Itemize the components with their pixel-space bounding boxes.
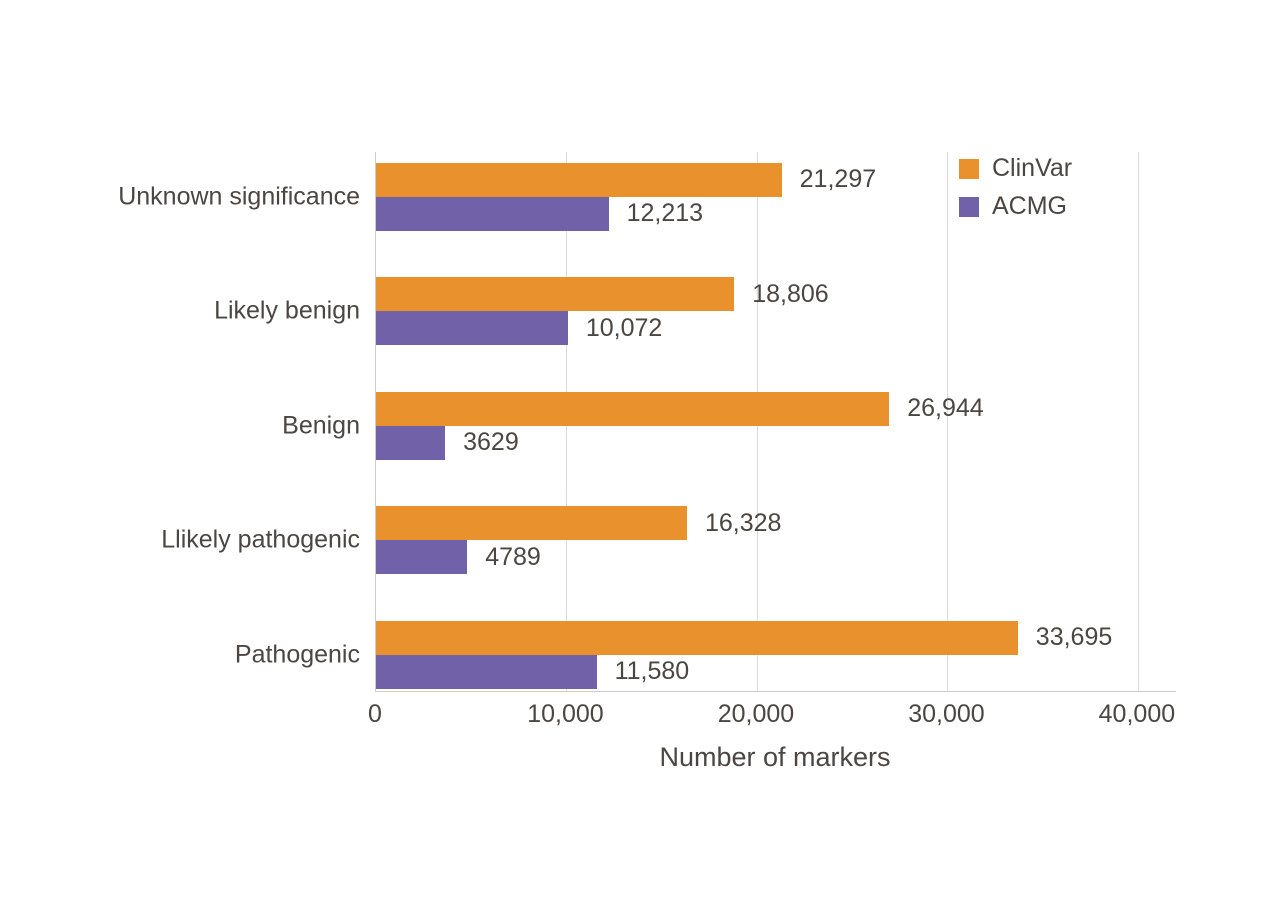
value-label: 26,944 bbox=[907, 394, 984, 422]
acmg-bar-row: 12,213 bbox=[376, 196, 1176, 231]
category-label: Likely benign bbox=[214, 296, 360, 325]
acmg-bar bbox=[376, 654, 597, 689]
clinvar-bar bbox=[376, 506, 687, 540]
category-band: Pathogenic 33,695 11,580 bbox=[235, 620, 1176, 689]
x-tick-label: 10,000 bbox=[527, 700, 604, 728]
category-band: Benign 26,944 3629 bbox=[282, 391, 1176, 460]
value-label: 10,072 bbox=[585, 313, 663, 342]
acmg-bar bbox=[376, 311, 568, 345]
x-tick-label: 30,000 bbox=[908, 700, 985, 728]
category-band: Likely benign 18,806 10,072 bbox=[214, 277, 1176, 345]
clinvar-bar bbox=[376, 162, 782, 197]
clinvar-bar bbox=[376, 391, 890, 426]
clinvar-bar-row: 21,297 bbox=[376, 162, 1176, 197]
clinvar-swatch-icon bbox=[959, 158, 979, 179]
value-label: 18,806 bbox=[752, 279, 829, 308]
legend-label-acmg: ACMG bbox=[992, 192, 1067, 220]
x-axis-title: Number of markers bbox=[659, 742, 891, 772]
category-label: Pathogenic bbox=[234, 640, 360, 668]
value-label: 21,297 bbox=[799, 165, 877, 193]
value-label: 16,328 bbox=[705, 508, 782, 537]
acmg-bar-row: 3629 bbox=[376, 425, 1176, 460]
category-label: Benign bbox=[282, 411, 360, 439]
x-tick-label: 20,000 bbox=[717, 700, 795, 728]
value-label: 12,213 bbox=[626, 199, 704, 227]
legend-label-clinvar: ClinVar bbox=[992, 154, 1073, 182]
acmg-bar-row: 4789 bbox=[376, 540, 1176, 574]
x-tick-label: 0 bbox=[368, 700, 382, 728]
value-label: 4789 bbox=[485, 542, 541, 571]
x-tick-label: 40,000 bbox=[1098, 700, 1176, 728]
value-label: 3629 bbox=[463, 428, 519, 456]
acmg-bar bbox=[376, 425, 446, 460]
gridline-40000 bbox=[1137, 152, 1139, 692]
clinvar-bar-row: 26,944 bbox=[376, 391, 1176, 426]
gridline-30000 bbox=[947, 152, 949, 692]
clinvar-bar-row: 18,806 bbox=[376, 277, 1176, 311]
x-axis-line bbox=[376, 691, 1176, 692]
x-axis-ticks: 0 10,000 20,000 30,000 40,000 bbox=[368, 700, 1176, 730]
value-label: 11,580 bbox=[614, 657, 690, 685]
clinvar-bar bbox=[376, 620, 1018, 655]
acmg-swatch-icon bbox=[959, 196, 979, 217]
clinvar-bar bbox=[376, 277, 735, 311]
legend: ClinVar ACMG bbox=[959, 154, 1072, 221]
legend-item-acmg: ACMG bbox=[959, 192, 1072, 221]
clinvar-bar-row: 33,695 bbox=[376, 620, 1176, 655]
clinvar-bar-row: 16,328 bbox=[376, 506, 1176, 540]
legend-item-clinvar: ClinVar bbox=[959, 154, 1072, 183]
category-band: Unknown significance 21,297 12,213 bbox=[118, 162, 1176, 231]
value-label: 33,695 bbox=[1035, 623, 1113, 651]
acmg-bar-row: 10,072 bbox=[376, 311, 1176, 345]
plot-area: Unknown significance 21,297 12,213 Likely b… bbox=[118, 152, 1176, 692]
category-label: Unknown significance bbox=[118, 182, 360, 210]
category-label: Llikely pathogenic bbox=[161, 525, 360, 554]
category-band: Llikely pathogenic 16,328 4789 bbox=[161, 506, 1176, 574]
acmg-bar bbox=[376, 196, 609, 231]
acmg-bar bbox=[376, 540, 468, 574]
acmg-bar-row: 11,580 bbox=[376, 654, 1176, 689]
